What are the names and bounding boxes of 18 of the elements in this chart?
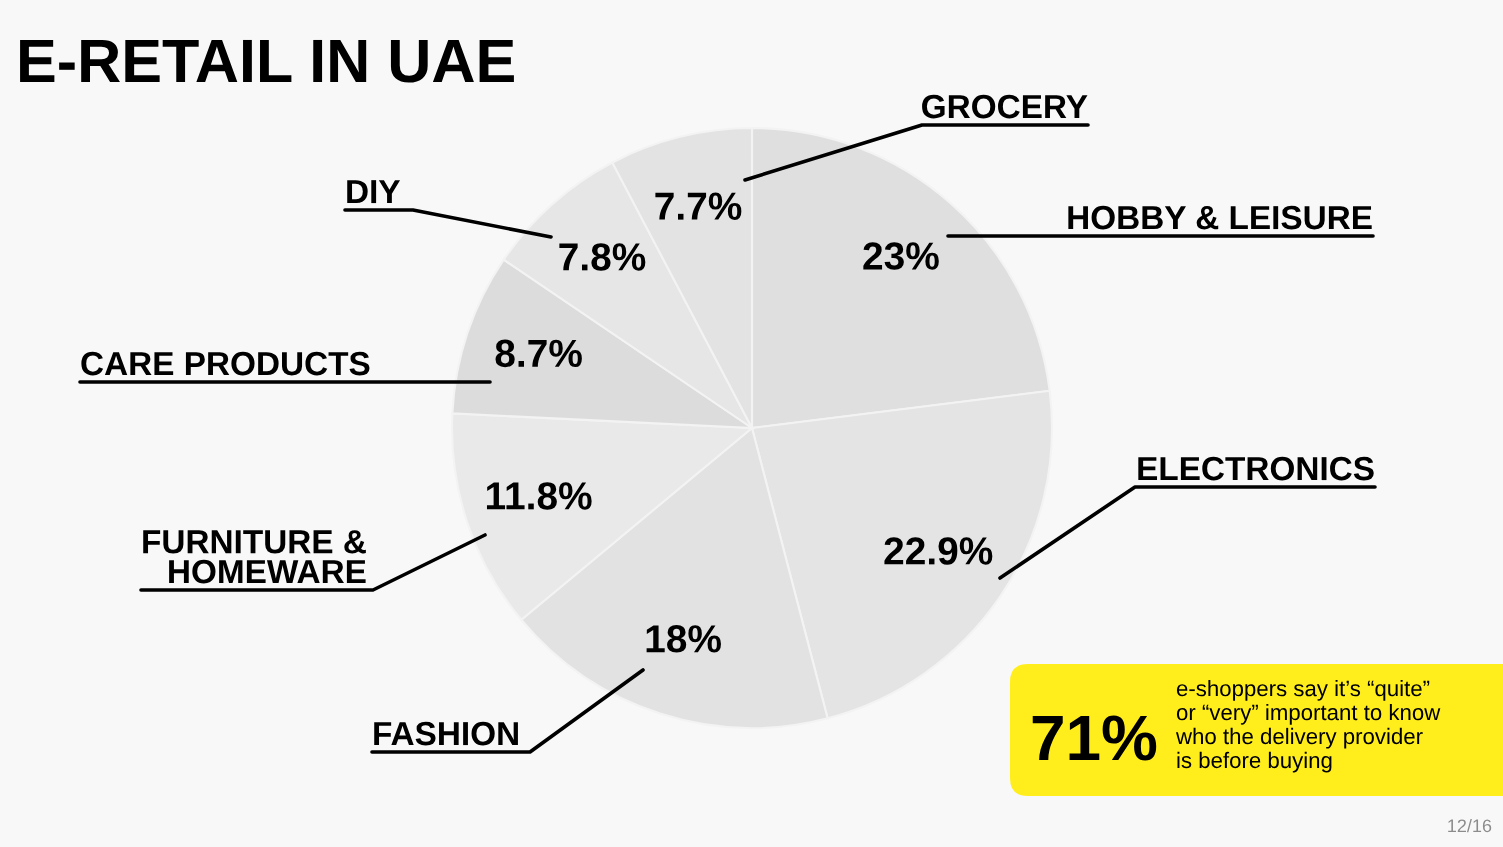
- data-label: 7.7%: [655, 192, 742, 220]
- slice-label: CARE PRODUCTS: [81, 351, 370, 376]
- slice-label: FASHION: [374, 721, 518, 746]
- slice-label: ELECTRONICS: [1138, 456, 1374, 481]
- slice-label: DIY: [347, 180, 401, 204]
- text: 71%: [1032, 715, 1157, 761]
- slice-label: GROCERY: [922, 94, 1088, 119]
- data-label: 11.8%: [486, 482, 592, 510]
- data-label: 22.9%: [884, 537, 993, 565]
- data-label: 7.8%: [559, 243, 646, 271]
- text: 12/16: [1448, 818, 1492, 833]
- data-label: 18%: [646, 625, 721, 653]
- slice-label: HOBBY & LEISURE: [1068, 205, 1372, 230]
- data-label: 8.7%: [495, 339, 582, 368]
- text: e-shoppers say it’s “quite” or “very” important to know who the delivery provider is before buying: [1175, 680, 1441, 773]
- data-label: 23%: [863, 242, 939, 270]
- slice-label: FURNITURE & HOMEWARE: [143, 530, 366, 584]
- chart-title: E-RETAIL IN UAE: [20, 39, 514, 83]
